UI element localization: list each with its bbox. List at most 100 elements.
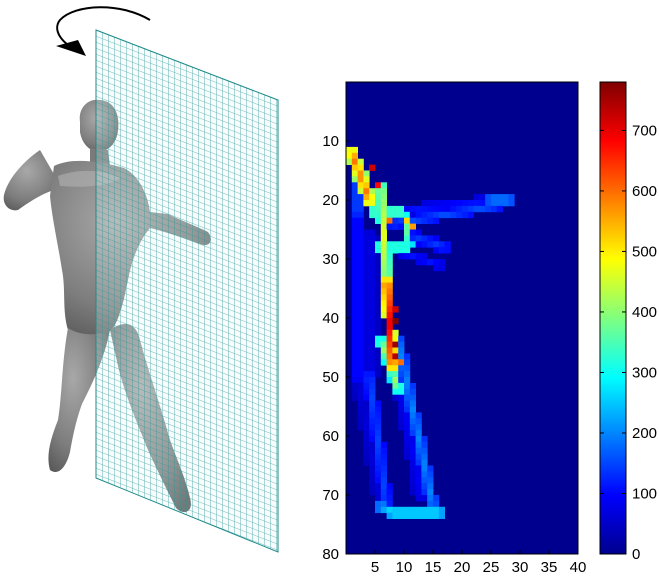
heatmap-cell: [433, 506, 440, 514]
heatmap-cell: [427, 205, 434, 213]
heatmap-cell: [351, 377, 358, 384]
x-tick-label: 20: [454, 559, 471, 576]
colorbar-tick-label: 400: [632, 304, 657, 321]
projection-grid-plane: [95, 29, 279, 553]
heatmap-cell: [363, 424, 370, 431]
heatmap-cell: [450, 205, 457, 213]
heatmap-cell: [473, 200, 480, 207]
heatmap-cell: [380, 359, 387, 366]
heatmap-cell: [369, 164, 376, 171]
heatmap-cell: [357, 276, 364, 283]
heatmap-cell: [450, 200, 457, 207]
heatmap-cell: [357, 353, 364, 360]
heatmap-cell: [351, 306, 358, 313]
heatmap-cell: [438, 247, 445, 254]
heatmap-cell: [392, 347, 399, 354]
heatmap-cell: [380, 270, 387, 278]
heatmap-cell: [375, 182, 382, 189]
heatmap-cell: [398, 377, 405, 384]
heatmap-cell: [421, 253, 428, 260]
heatmap-cell: [421, 436, 428, 443]
heatmap-cell: [351, 235, 358, 242]
heatmap-cell: [398, 253, 405, 260]
heatmap-cell: [386, 264, 393, 272]
heatmap-cell: [392, 306, 399, 313]
heatmap-cell: [363, 371, 370, 378]
heatmap-cell: [392, 205, 399, 213]
left-illustration: [3, 6, 279, 553]
heatmap-cell: [357, 247, 364, 254]
heatmap-cell: [357, 365, 364, 372]
heatmap-cell: [508, 200, 515, 207]
heatmap-cell: [398, 512, 405, 519]
heatmap-y-axis: 10 20 30 40 50 60 70 80: [322, 133, 350, 563]
heatmap-cell: [386, 329, 393, 337]
heatmap-cell: [386, 495, 393, 502]
heatmap-cell: [357, 318, 364, 325]
heatmap-cell: [438, 506, 445, 514]
heatmap-cell: [369, 424, 376, 431]
heatmap-cell: [404, 512, 411, 519]
heatmap-cell: [386, 217, 393, 224]
heatmap-cell: [375, 259, 382, 266]
heatmap-cell: [444, 211, 451, 219]
heatmap-cell: [427, 495, 434, 502]
heatmap-cell: [369, 394, 376, 401]
heatmap-cell: [386, 294, 393, 301]
heatmap-cell: [363, 194, 370, 201]
heatmap-cell: [369, 477, 376, 484]
heatmap-cell: [392, 217, 399, 224]
heatmap-cell: [357, 270, 364, 278]
heatmap-cell: [398, 394, 405, 401]
heatmap-cell: [485, 200, 492, 207]
heatmap-cell: [433, 512, 440, 519]
heatmap-cell: [392, 318, 399, 325]
heatmap-cell: [363, 329, 370, 337]
heatmap-cell: [491, 200, 498, 207]
heatmap-cell: [404, 353, 411, 360]
heatmap-cell: [462, 200, 469, 207]
heatmap-cell: [369, 377, 376, 384]
heatmap-cell: [409, 394, 416, 401]
colorbar-gradient: [599, 81, 627, 555]
heatmap-cell: [404, 418, 411, 425]
heatmap-cell: [415, 459, 422, 466]
heatmap-cell: [427, 512, 434, 519]
heatmap-cell: [369, 194, 376, 201]
heatmap-cell: [398, 388, 405, 396]
heatmap-cell: [433, 235, 440, 242]
colorbar-tick-label: 700: [632, 122, 657, 139]
y-tick-label: 10: [322, 133, 339, 150]
rotation-arrow-icon: [56, 6, 151, 51]
heatmap-cell: [351, 270, 358, 278]
heatmap-cell: [369, 306, 376, 313]
heatmap-cell: [380, 229, 387, 236]
heatmap-cell: [409, 477, 416, 484]
heatmap-cell: [363, 436, 370, 443]
heatmap-cell: [363, 353, 370, 360]
heatmap-cell: [351, 300, 358, 307]
heatmap-cell: [438, 211, 445, 219]
heatmap-cell: [375, 318, 382, 325]
heatmap-cell: [392, 341, 399, 348]
heatmap-cell: [392, 335, 399, 342]
heatmap-cell: [363, 270, 370, 278]
heatmap-cell: [415, 495, 422, 502]
heatmap-cell: [386, 300, 393, 307]
heatmap-cell: [380, 353, 387, 360]
heatmap-cell: [357, 323, 364, 331]
heatmap-cell: [363, 453, 370, 460]
heatmap-cell: [369, 465, 376, 472]
heatmap-cell: [409, 406, 416, 413]
heatmap-cell: [351, 223, 358, 230]
heatmap-cell: [392, 371, 399, 378]
heatmap-cell: [392, 241, 399, 248]
heatmap-cell: [392, 394, 399, 401]
heatmap-cell: [357, 382, 364, 390]
heatmap-cell: [409, 241, 416, 248]
heatmap-cell: [380, 477, 387, 484]
heatmap-cell: [473, 194, 480, 201]
heatmap-cell: [415, 205, 422, 213]
heatmap-cell: [415, 241, 422, 248]
